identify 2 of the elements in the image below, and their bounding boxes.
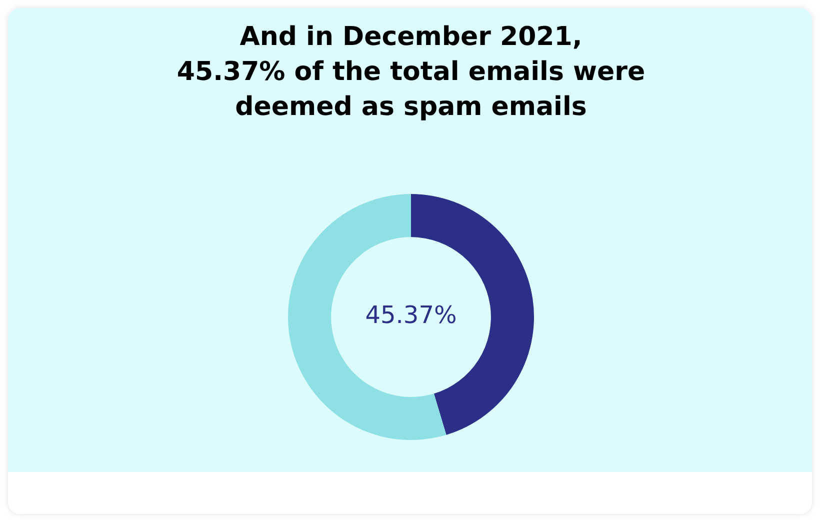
data-label: 45.37% (365, 301, 457, 330)
chart-title: And in December 2021, 45.37% of the total emails were deemed as spam emails (176, 21, 646, 124)
